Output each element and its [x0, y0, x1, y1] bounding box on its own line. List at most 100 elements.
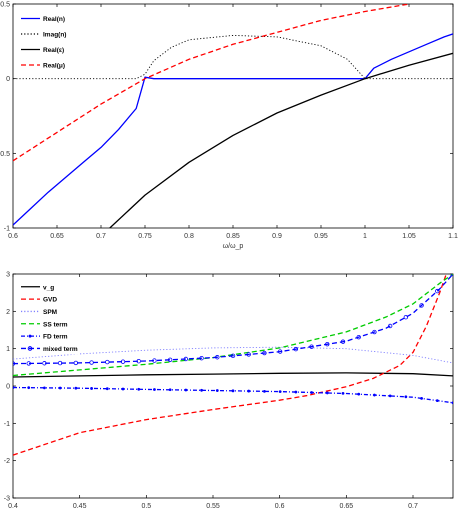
series-marker	[420, 397, 423, 400]
legend-label: Imag(n)	[43, 32, 66, 39]
series-marker	[372, 329, 377, 335]
series-line-1	[13, 372, 453, 378]
series-marker	[58, 386, 62, 390]
series-marker	[167, 357, 173, 362]
chart-panel-1: 0.6 0.65 0.7 0.75 0.8 0.85 0.9 0.95 1 1.05 1.1 -1 -0…	[0, 2, 458, 251]
x-tick-label: 1.1	[448, 233, 458, 240]
series-marker	[105, 359, 110, 365]
x-tick-label: 0.6	[8, 233, 18, 240]
x-tick-label: 0.75	[138, 233, 152, 240]
plot-frame	[12, 3, 454, 229]
series-marker	[451, 401, 453, 405]
series-line-5	[13, 386, 453, 404]
y-tick-label: 1	[6, 346, 10, 353]
series-line-3	[109, 52, 453, 228]
series-marker	[356, 334, 361, 340]
series-marker	[42, 361, 47, 366]
series-marker	[200, 388, 203, 392]
y-tick-label: 0.5	[0, 2, 10, 9]
legend-marker	[27, 346, 33, 351]
y-tick-label: -2	[4, 458, 10, 465]
series-marker	[294, 390, 298, 394]
x-tick-label: 0.85	[226, 233, 240, 240]
y-tick-label: -1	[4, 226, 10, 233]
series-marker	[262, 350, 267, 356]
series-marker	[73, 360, 79, 366]
series-line-4	[13, 274, 453, 377]
series-marker	[215, 389, 219, 392]
x-tick-label: 0.65	[50, 233, 64, 240]
series-marker	[230, 353, 236, 359]
y-tick-label: 0	[6, 76, 10, 83]
series-marker	[404, 395, 408, 399]
legend-label: Real(μ)	[43, 63, 65, 70]
series-marker	[373, 393, 376, 397]
plot-area	[13, 274, 453, 456]
series-marker	[43, 386, 46, 390]
series-marker	[435, 288, 440, 294]
x-tick-label: 1.05	[402, 233, 416, 240]
series-marker	[278, 390, 282, 394]
series-marker	[325, 391, 329, 395]
x-tick-label: 0.4	[8, 503, 18, 510]
x-tick-label: 0.95	[314, 233, 328, 240]
series-marker	[121, 387, 125, 391]
series-marker	[247, 389, 251, 393]
series-marker	[419, 303, 424, 308]
series-line-4	[13, 4, 410, 162]
series-marker	[26, 361, 31, 366]
series-marker	[277, 349, 283, 354]
series-marker	[231, 389, 235, 393]
x-tick-label: 0.7	[408, 503, 418, 510]
plot-frame	[12, 273, 454, 499]
series-marker	[199, 356, 204, 361]
x-tick-label: 0.9	[272, 233, 282, 240]
series-marker	[27, 386, 31, 390]
series-marker	[90, 387, 93, 390]
series-marker	[13, 361, 16, 366]
series-line-2	[13, 274, 447, 456]
series-marker	[325, 341, 330, 347]
series-marker	[168, 388, 172, 392]
series-marker	[57, 360, 63, 366]
y-tick-label: 2	[6, 309, 10, 316]
legend-label: mixed term	[43, 346, 78, 353]
series-marker	[388, 394, 392, 398]
series-marker	[105, 387, 109, 391]
x-tick-label: 1	[363, 233, 367, 240]
legend-label: Real(n)	[43, 16, 65, 23]
chart-panel-2: 0.40.450.50.550.60.650.7-3-2-10123ω/ω_pv…	[4, 272, 454, 510]
x-tick-label: 0.5	[141, 503, 151, 510]
y-tick-label: 3	[6, 272, 10, 279]
y-tick-label: -1	[4, 421, 10, 428]
legend-label: GVD	[43, 297, 57, 304]
legend-label: v_g	[43, 284, 54, 291]
x-tick-label: 0.7	[96, 233, 106, 240]
legend-box	[17, 279, 79, 355]
legend-box	[17, 9, 85, 73]
series-marker	[136, 359, 141, 364]
series-marker	[263, 389, 266, 393]
series-marker	[403, 315, 409, 320]
legend-label: Real(ε)	[43, 47, 64, 54]
series-marker	[184, 388, 188, 392]
series-line-1	[13, 33, 453, 226]
series-marker	[293, 346, 299, 352]
series-marker	[387, 323, 393, 329]
legend-marker	[28, 334, 32, 338]
series-marker	[153, 388, 156, 391]
series-marker	[450, 274, 453, 277]
x-tick-label: 0.45	[73, 503, 87, 510]
series-marker	[137, 387, 141, 391]
y-tick-label: 0	[6, 384, 10, 391]
x-tick-label: 0.65	[340, 503, 354, 510]
legend-label: SPM	[43, 309, 57, 316]
legend-label: SS term	[43, 321, 68, 328]
series-marker	[215, 355, 220, 360]
y-tick-label: -3	[4, 496, 10, 503]
legend-label: FD term	[43, 334, 68, 341]
series-marker	[309, 344, 314, 349]
series-marker	[74, 386, 78, 390]
series-marker	[340, 339, 346, 344]
